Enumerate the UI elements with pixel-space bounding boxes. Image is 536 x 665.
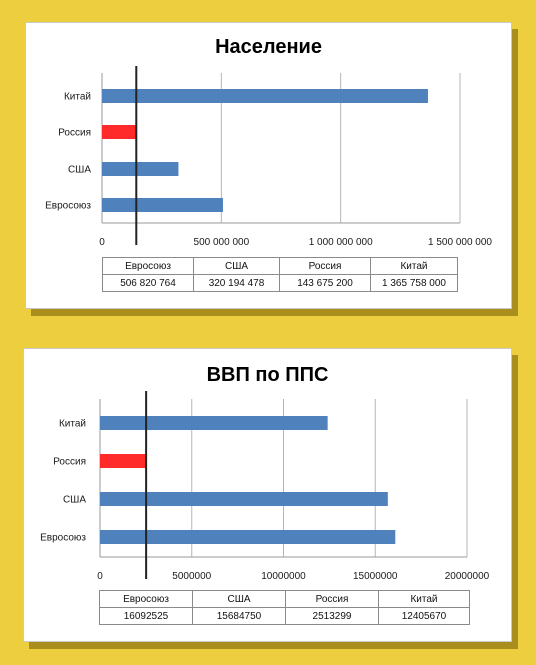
table-header: США xyxy=(193,257,280,275)
table-cell: 2513299 xyxy=(285,607,379,625)
table-header: Китай xyxy=(370,257,458,275)
category-label: Китай xyxy=(64,92,91,103)
category-label: Россия xyxy=(58,128,91,139)
category-label: Китай xyxy=(59,419,86,430)
chart-title: ВВП по ППС xyxy=(206,364,329,386)
population-data-table: Евросоюз США Россия Китай 506 820 764 32… xyxy=(102,257,458,292)
x-tick-label: 5000000 xyxy=(172,571,211,582)
x-tick-label: 0 xyxy=(97,571,103,582)
x-tick-label: 500 000 000 xyxy=(194,237,250,248)
x-tick-label: 15000000 xyxy=(353,571,398,582)
table-cell: 16092525 xyxy=(99,607,193,625)
table-cell: 15684750 xyxy=(192,607,286,625)
x-tick-label: 20000000 xyxy=(445,571,490,582)
gdp-ppp-chart: Китай Россия США Евросоюз 0 5000000 10000000 15… xyxy=(40,391,490,582)
bar-1 xyxy=(100,454,147,468)
chart-title: Население xyxy=(215,36,322,58)
bar-3 xyxy=(102,198,223,212)
table-header: Россия xyxy=(285,590,379,608)
table-cell: 143 675 200 xyxy=(279,274,371,292)
category-label: Россия xyxy=(53,457,86,468)
category-label: США xyxy=(63,495,86,506)
gdp-data-table: Евросоюз США Россия Китай 16092525 15684… xyxy=(99,590,470,625)
x-tick-label: 0 xyxy=(99,237,105,248)
bar-1 xyxy=(102,125,137,139)
x-tick-label: 1 000 000 000 xyxy=(309,237,373,248)
gdp-ppp-chart-panel: ВВП по ППС Китай Россия США Евросоюз 0 500000… xyxy=(23,348,512,642)
table-cell: 506 820 764 xyxy=(102,274,194,292)
population-chart: Китай Россия США Евросоюз 0 500 000 000 1 000 … xyxy=(45,66,492,248)
table-header: Евросоюз xyxy=(99,590,193,608)
table-header: Китай xyxy=(378,590,470,608)
table-header: Евросоюз xyxy=(102,257,194,275)
x-tick-label: 1 500 000 000 xyxy=(428,237,492,248)
x-tick-label: 10000000 xyxy=(261,571,306,582)
bar-3 xyxy=(100,530,396,544)
bar-0 xyxy=(102,89,428,103)
category-label: Евросоюз xyxy=(45,201,91,212)
population-chart-panel: Население Китай Россия США Евросоюз 0 500 000… xyxy=(25,22,512,309)
table-header: Россия xyxy=(279,257,371,275)
bar-2 xyxy=(102,162,179,176)
table-cell: 12405670 xyxy=(378,607,470,625)
category-label: США xyxy=(68,165,91,176)
bar-2 xyxy=(100,492,388,506)
bar-0 xyxy=(100,416,328,430)
table-cell: 1 365 758 000 xyxy=(370,274,458,292)
category-label: Евросоюз xyxy=(40,533,86,544)
table-header: США xyxy=(192,590,286,608)
table-cell: 320 194 478 xyxy=(193,274,280,292)
